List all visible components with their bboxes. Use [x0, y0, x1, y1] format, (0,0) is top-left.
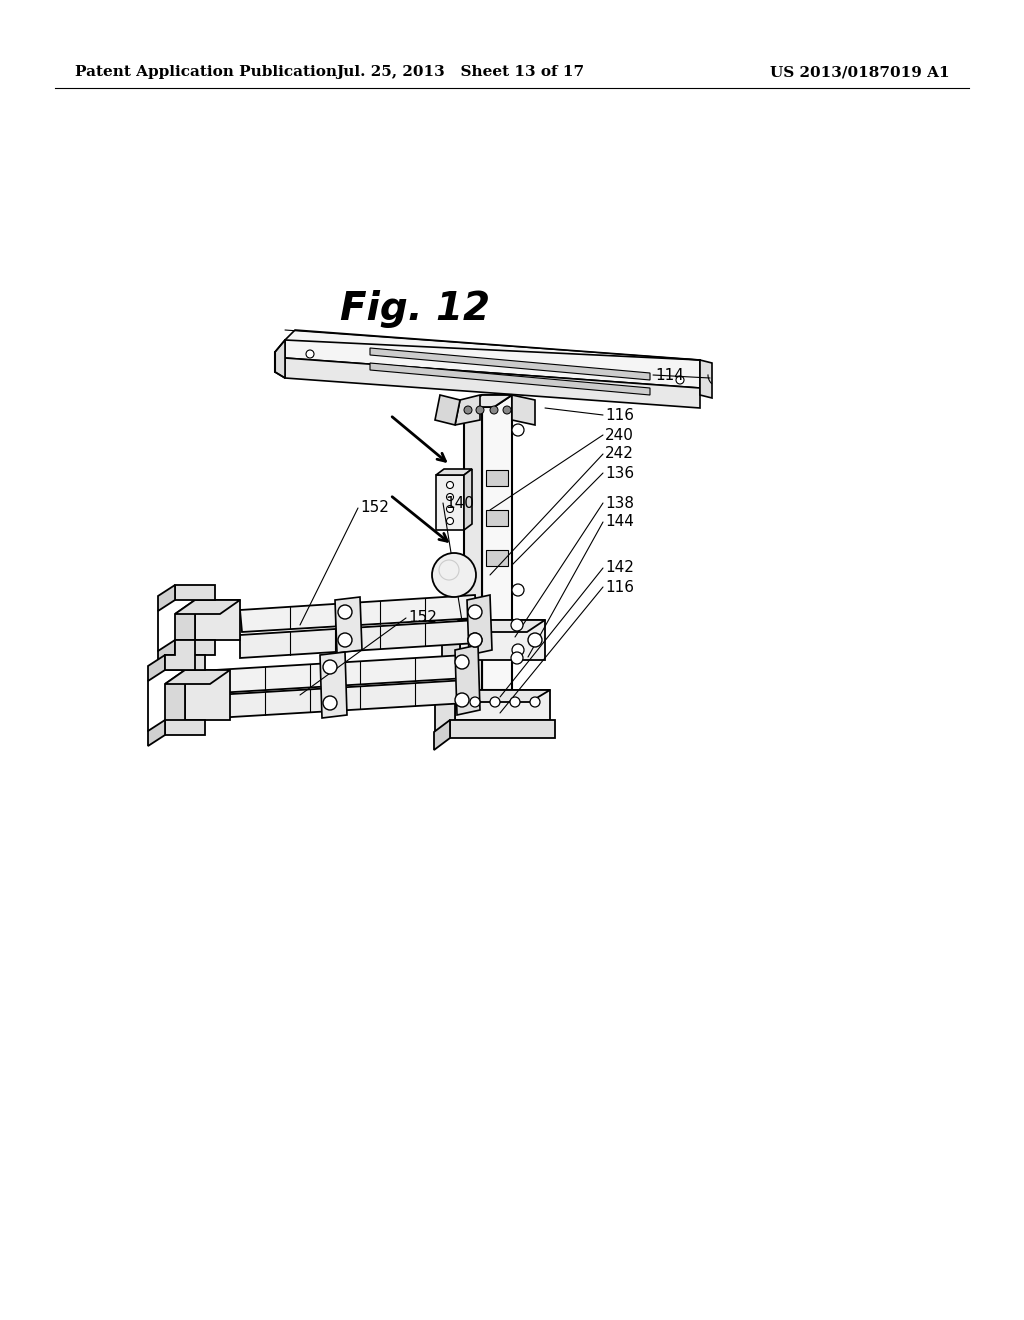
- Polygon shape: [435, 690, 455, 733]
- Polygon shape: [436, 475, 464, 531]
- Circle shape: [338, 605, 352, 619]
- Polygon shape: [175, 601, 240, 614]
- Text: 138: 138: [605, 495, 634, 511]
- Polygon shape: [486, 550, 508, 566]
- Polygon shape: [460, 620, 545, 660]
- Polygon shape: [464, 395, 512, 407]
- Circle shape: [455, 655, 469, 669]
- Polygon shape: [165, 640, 195, 671]
- Polygon shape: [195, 601, 240, 640]
- Polygon shape: [464, 395, 512, 407]
- Text: 240: 240: [605, 428, 634, 442]
- Text: 116: 116: [605, 408, 634, 422]
- Circle shape: [528, 634, 542, 647]
- Polygon shape: [455, 395, 480, 425]
- Polygon shape: [165, 655, 205, 671]
- Polygon shape: [215, 655, 467, 693]
- Polygon shape: [486, 510, 508, 525]
- Polygon shape: [512, 395, 535, 425]
- Polygon shape: [148, 719, 165, 746]
- Polygon shape: [185, 671, 230, 719]
- Circle shape: [306, 350, 314, 358]
- Circle shape: [512, 583, 524, 597]
- Polygon shape: [285, 330, 700, 388]
- Polygon shape: [158, 640, 175, 667]
- Polygon shape: [434, 719, 450, 750]
- Text: 140: 140: [445, 495, 474, 511]
- Text: Patent Application Publication: Patent Application Publication: [75, 65, 337, 79]
- Circle shape: [512, 644, 524, 656]
- Polygon shape: [165, 671, 230, 684]
- Circle shape: [676, 376, 684, 384]
- Polygon shape: [148, 655, 165, 681]
- Text: 114: 114: [655, 367, 684, 383]
- Polygon shape: [467, 595, 492, 655]
- Circle shape: [490, 407, 498, 414]
- Polygon shape: [165, 671, 185, 734]
- Circle shape: [446, 517, 454, 524]
- Circle shape: [470, 697, 480, 708]
- Text: 142: 142: [605, 561, 634, 576]
- Circle shape: [476, 407, 484, 414]
- Circle shape: [490, 697, 500, 708]
- Circle shape: [511, 619, 523, 631]
- Polygon shape: [442, 620, 460, 672]
- Text: 144: 144: [605, 515, 634, 529]
- Text: 116: 116: [605, 579, 634, 594]
- Text: 152: 152: [408, 610, 437, 626]
- Circle shape: [510, 697, 520, 708]
- Circle shape: [468, 634, 482, 647]
- Circle shape: [446, 494, 454, 500]
- Polygon shape: [450, 719, 555, 738]
- Polygon shape: [370, 348, 650, 380]
- Polygon shape: [436, 469, 472, 475]
- Polygon shape: [165, 719, 205, 735]
- Polygon shape: [482, 395, 512, 690]
- Polygon shape: [464, 395, 482, 702]
- Polygon shape: [335, 597, 362, 653]
- Polygon shape: [285, 358, 700, 408]
- Polygon shape: [275, 341, 285, 378]
- Polygon shape: [175, 585, 215, 601]
- Circle shape: [446, 482, 454, 488]
- Polygon shape: [435, 690, 550, 702]
- Circle shape: [512, 424, 524, 436]
- Polygon shape: [175, 601, 195, 653]
- Polygon shape: [700, 360, 712, 399]
- Polygon shape: [464, 469, 472, 531]
- Polygon shape: [435, 395, 460, 425]
- Polygon shape: [370, 363, 650, 395]
- Circle shape: [432, 553, 476, 597]
- Circle shape: [323, 696, 337, 710]
- Polygon shape: [455, 645, 480, 715]
- Circle shape: [323, 660, 337, 675]
- Circle shape: [468, 634, 482, 647]
- Circle shape: [455, 693, 469, 708]
- Circle shape: [468, 605, 482, 619]
- Polygon shape: [442, 620, 545, 632]
- Text: 136: 136: [605, 466, 634, 480]
- Polygon shape: [240, 595, 477, 632]
- Circle shape: [464, 407, 472, 414]
- Text: Jul. 25, 2013   Sheet 13 of 17: Jul. 25, 2013 Sheet 13 of 17: [336, 65, 584, 79]
- Circle shape: [446, 506, 454, 512]
- Polygon shape: [455, 690, 550, 719]
- Polygon shape: [215, 680, 467, 718]
- Polygon shape: [486, 470, 508, 486]
- Circle shape: [503, 407, 511, 414]
- Text: 242: 242: [605, 446, 634, 462]
- Polygon shape: [158, 585, 175, 611]
- Polygon shape: [175, 640, 215, 655]
- Circle shape: [511, 652, 523, 664]
- Circle shape: [338, 634, 352, 647]
- Polygon shape: [240, 620, 477, 657]
- Polygon shape: [319, 652, 347, 718]
- Text: Fig. 12: Fig. 12: [340, 290, 490, 327]
- Circle shape: [530, 697, 540, 708]
- Text: 152: 152: [360, 500, 389, 516]
- Text: US 2013/0187019 A1: US 2013/0187019 A1: [770, 65, 950, 79]
